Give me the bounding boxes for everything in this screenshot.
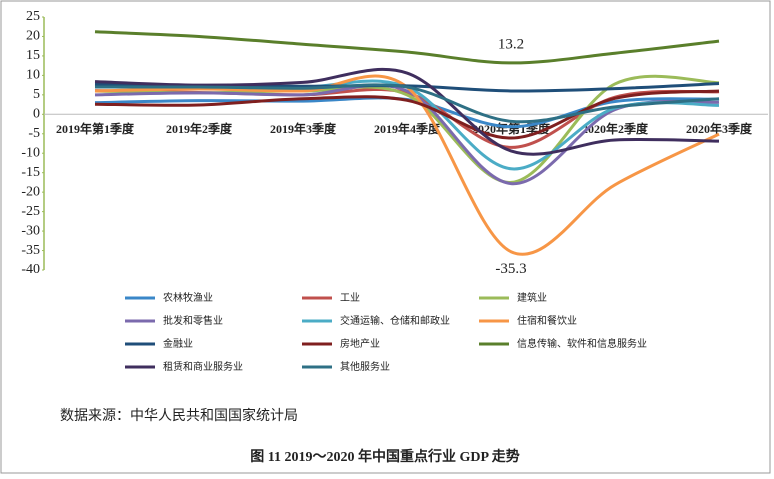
y-tick-label: 15 bbox=[26, 48, 40, 63]
legend-label: 租赁和商业服务业 bbox=[163, 360, 243, 373]
caption: 图 11 2019～2020 年中国重点行业 GDP 走势 bbox=[250, 448, 520, 465]
legend-label: 金融业 bbox=[163, 337, 193, 350]
series-line bbox=[94, 89, 720, 140]
x-tick-label: 2019年2季度 bbox=[166, 121, 233, 136]
source: 数据来源：中华人民共和国国家统计局 bbox=[60, 407, 298, 424]
data-label: -35.3 bbox=[495, 261, 526, 277]
y-tick-label: 20 bbox=[26, 29, 40, 44]
y-tick-label: 25 bbox=[26, 9, 40, 24]
y-tick-label: -15 bbox=[21, 165, 40, 180]
legend-label: 工业 bbox=[340, 292, 360, 304]
x-tick-label: 2020年3季度 bbox=[686, 121, 753, 136]
legend-label: 农林牧渔业 bbox=[163, 291, 213, 304]
series-line bbox=[94, 74, 720, 256]
legend-label: 住宿和餐饮业 bbox=[517, 314, 577, 327]
x-tick-label: 2020年2季度 bbox=[582, 121, 649, 136]
x-tick-label: 2019年4季度 bbox=[374, 121, 441, 136]
y-tick-label: -10 bbox=[21, 145, 40, 160]
data-label: 13.2 bbox=[498, 36, 524, 52]
y-tick-label: 5 bbox=[33, 87, 40, 102]
y-tick-label: 10 bbox=[26, 68, 40, 83]
legend-label: 信息传输、软件和信息服务业 bbox=[517, 337, 647, 350]
y-tick-label: -40 bbox=[21, 262, 40, 277]
series-line bbox=[94, 67, 720, 156]
legend-label: 其他服务业 bbox=[340, 360, 390, 373]
legend-label: 房地产业 bbox=[340, 337, 380, 350]
y-tick-label: 0 bbox=[33, 107, 40, 122]
y-tick-label: -30 bbox=[21, 223, 40, 238]
series-line bbox=[94, 30, 720, 65]
x-tick-label: 2019年3季度 bbox=[270, 121, 337, 136]
y-tick-label: -20 bbox=[21, 184, 40, 199]
x-tick-label: 2019年第1季度 bbox=[56, 121, 135, 136]
y-tick-label: -35 bbox=[21, 243, 40, 258]
legend-label: 交通运输、仓储和邮政业 bbox=[340, 314, 450, 327]
legend-label: 批发和零售业 bbox=[163, 314, 223, 327]
series-line bbox=[94, 83, 720, 124]
y-tick-label: -5 bbox=[28, 126, 40, 141]
y-tick-label: -25 bbox=[21, 204, 40, 219]
legend-label: 建筑业 bbox=[517, 291, 547, 304]
